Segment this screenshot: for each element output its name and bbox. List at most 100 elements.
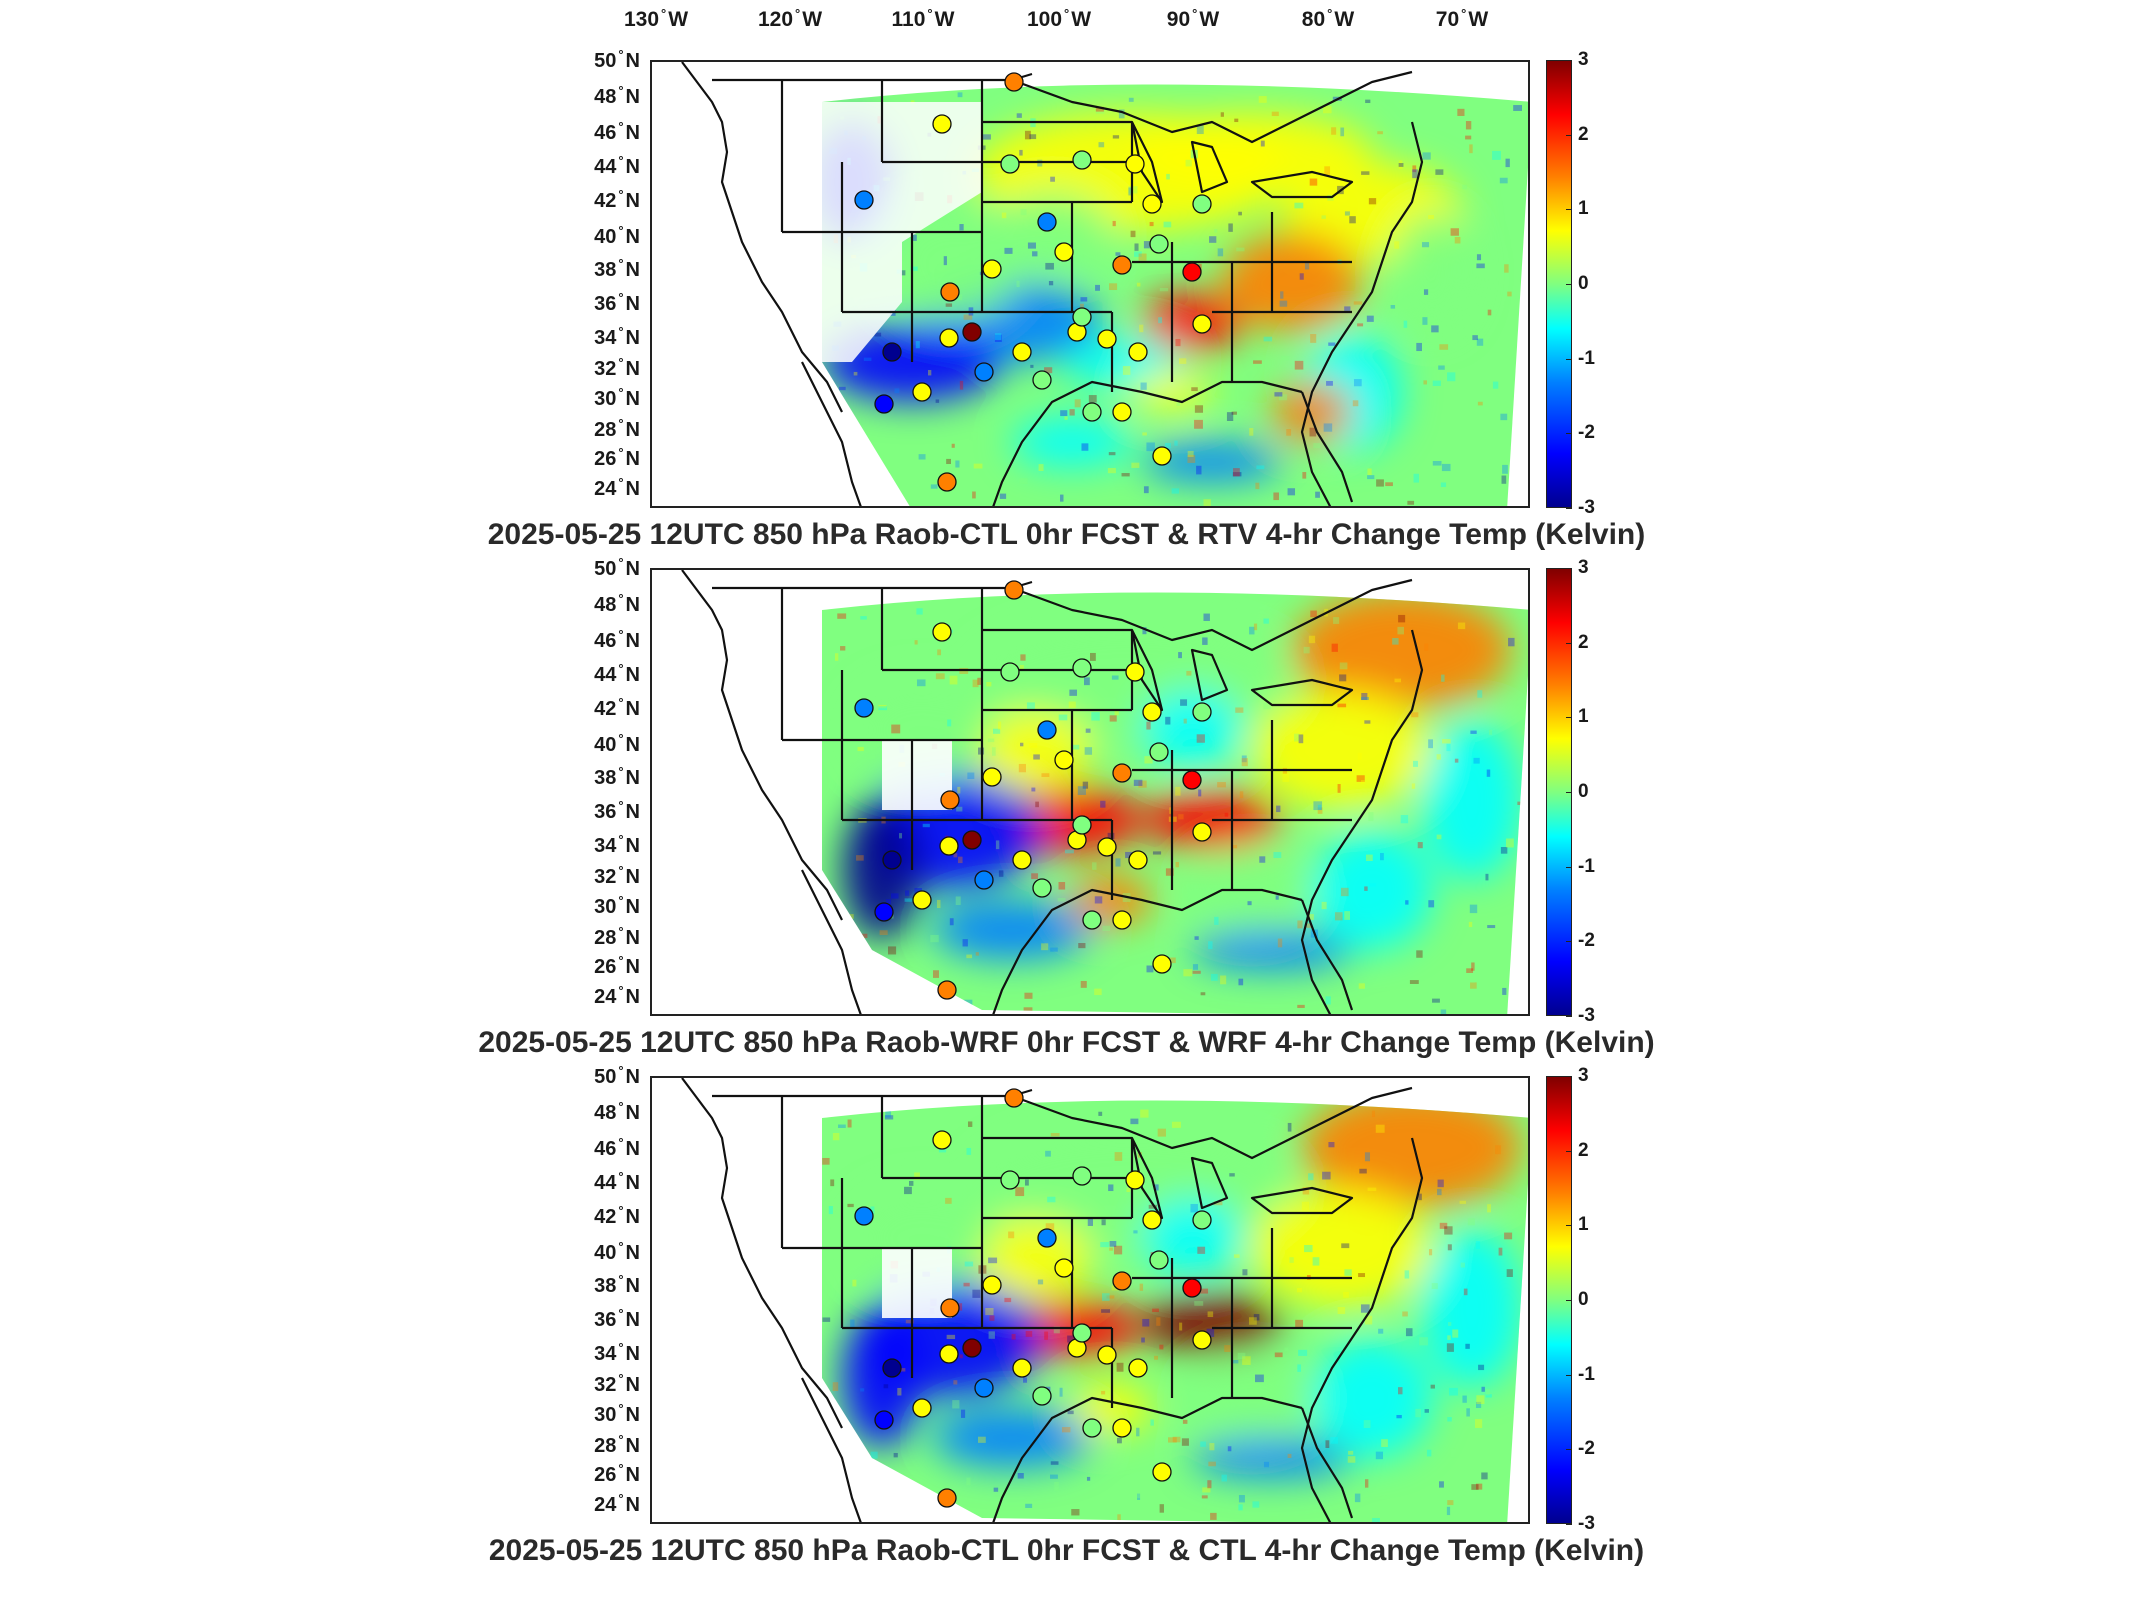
temperature-speckle xyxy=(1229,1173,1235,1177)
temperature-speckle xyxy=(1298,1349,1308,1356)
temperature-speckle xyxy=(998,721,1002,730)
temperature-speckle xyxy=(1117,1514,1121,1522)
temperature-speckle xyxy=(1078,943,1086,949)
temperature-speckle xyxy=(957,786,961,794)
lat-label: 30 ° N xyxy=(594,1401,640,1426)
boundary-line xyxy=(801,361,862,506)
temperature-speckle xyxy=(1057,897,1066,902)
temperature-speckle xyxy=(1004,247,1013,254)
temperature-speckle xyxy=(1309,427,1317,437)
temperature-speckle xyxy=(1130,1118,1139,1125)
temperature-speckle xyxy=(949,918,954,926)
temperature-speckle xyxy=(994,333,1002,340)
raob-station-marker xyxy=(1072,1323,1092,1343)
temperature-speckle xyxy=(1050,176,1055,182)
temperature-speckle xyxy=(1237,1352,1246,1360)
temperature-speckle xyxy=(1035,801,1039,808)
temperature-speckle xyxy=(1334,912,1343,921)
temperature-speckle xyxy=(1308,635,1316,644)
temperature-change-map xyxy=(681,62,1528,506)
temperature-speckle xyxy=(1047,1196,1056,1203)
temperature-speckle xyxy=(1500,413,1508,421)
lat-label: 42 ° N xyxy=(594,187,640,212)
temperature-speckle xyxy=(838,1124,846,1128)
temperature-speckle xyxy=(899,833,903,839)
temperature-speckle xyxy=(1466,1408,1470,1417)
temperature-speckle xyxy=(1258,96,1267,103)
temperature-speckle xyxy=(1476,338,1484,346)
temperature-speckle xyxy=(1450,1448,1457,1458)
temperature-speckle xyxy=(949,675,958,685)
temperature-speckle xyxy=(1238,1495,1245,1503)
temperature-speckle xyxy=(1324,166,1331,175)
temperature-speckle xyxy=(1465,135,1472,140)
temperature-speckle xyxy=(1183,969,1193,977)
temperature-speckle xyxy=(1368,198,1377,205)
temperature-speckle xyxy=(1392,638,1399,645)
temperature-field xyxy=(822,592,1528,1014)
temperature-speckle xyxy=(1071,1509,1080,1516)
lat-label: 44 ° N xyxy=(594,661,640,686)
temperature-speckle xyxy=(1439,1481,1444,1488)
temperature-speckle xyxy=(1481,1386,1485,1392)
temperature-speckle xyxy=(905,890,910,896)
temperature-speckle xyxy=(1423,380,1428,385)
temperature-speckle xyxy=(1273,852,1282,859)
temperature-speckle xyxy=(1485,1394,1492,1398)
temperature-speckle xyxy=(1431,1283,1438,1289)
boundary-line xyxy=(712,72,1033,82)
temperature-speckle xyxy=(1059,1387,1063,1397)
lat-label: 24 ° N xyxy=(594,1491,640,1516)
raob-station-marker xyxy=(932,114,952,134)
temperature-speckle xyxy=(1134,251,1142,257)
raob-station-marker xyxy=(1012,1358,1032,1378)
temperature-speckle xyxy=(1106,1295,1115,1299)
temperature-speckle xyxy=(1031,787,1036,792)
colorbar-tick-label: 2 xyxy=(1578,631,1589,653)
temperature-speckle xyxy=(993,1487,999,1492)
boundary-line xyxy=(1300,1407,1354,1519)
temperature-speckle xyxy=(886,899,892,907)
temperature-speckle xyxy=(1165,868,1174,876)
temperature-speckle xyxy=(1376,479,1384,487)
temperature-speckle xyxy=(857,746,864,752)
temperature-speckle xyxy=(1404,1270,1410,1279)
temperature-speckle xyxy=(1471,962,1475,971)
temperature-speckle xyxy=(1354,1493,1361,1503)
temperature-speckle xyxy=(1094,896,1103,904)
boundary-line xyxy=(1300,391,1354,503)
colorbar-tick-mark xyxy=(1566,941,1572,943)
temperature-field xyxy=(822,1100,1528,1522)
temperature-speckle xyxy=(1400,815,1409,824)
temperature-speckle xyxy=(1171,1121,1181,1128)
boundary-line xyxy=(1300,899,1354,1011)
temperature-speckle xyxy=(1058,714,1068,721)
temperature-speckle xyxy=(1367,1187,1377,1191)
temperature-speckle xyxy=(1196,125,1204,135)
temperature-speckle xyxy=(1115,858,1121,867)
temperature-speckle xyxy=(878,706,888,711)
temperature-speckle xyxy=(1041,943,1049,951)
temperature-speckle xyxy=(1242,1269,1248,1276)
boundary-line xyxy=(992,888,1303,1014)
raob-station-marker xyxy=(1032,1386,1052,1406)
temperature-speckle xyxy=(1487,925,1496,929)
temperature-speckle xyxy=(1375,1124,1385,1133)
lat-label: 40 ° N xyxy=(594,731,640,756)
temperature-speckle xyxy=(912,234,917,241)
temperature-cell xyxy=(1132,372,1212,412)
temperature-speckle xyxy=(1371,1110,1376,1118)
temperature-speckle xyxy=(1296,1287,1303,1293)
temperature-speckle xyxy=(1470,978,1476,983)
temperature-speckle xyxy=(1469,904,1478,914)
temperature-speckle xyxy=(910,266,918,271)
temperature-speckle xyxy=(1463,1288,1468,1296)
temperature-speckle xyxy=(1209,236,1217,243)
temperature-speckle xyxy=(840,646,846,651)
temperature-speckle xyxy=(1239,791,1244,799)
temperature-speckle xyxy=(1138,780,1147,788)
temperature-speckle xyxy=(1390,305,1396,309)
raob-station-marker xyxy=(940,790,960,810)
temperature-cell xyxy=(992,192,1112,272)
temperature-speckle xyxy=(1140,1109,1149,1118)
